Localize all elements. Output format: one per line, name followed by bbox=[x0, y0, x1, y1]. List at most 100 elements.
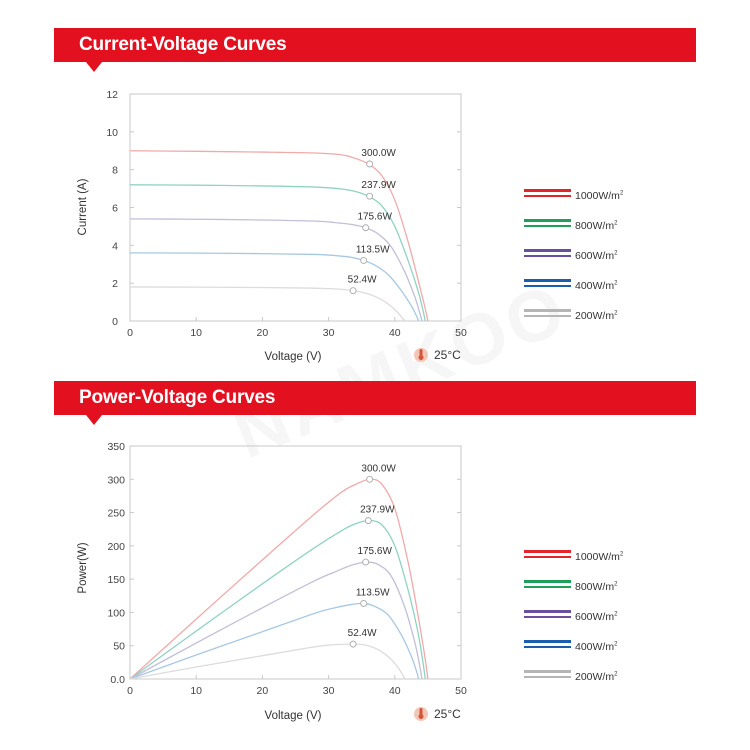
series-line bbox=[129, 602, 420, 680]
legend-item: 800W/m2 bbox=[524, 580, 654, 610]
y-tick-label: 350 bbox=[107, 441, 125, 453]
iv-legend: 1000W/m2 800W/m2 600W/m2 400W/m2 200W/m2 bbox=[524, 189, 654, 339]
legend-item: 200W/m2 bbox=[524, 309, 654, 339]
max-power-label: 113.5W bbox=[356, 587, 390, 598]
y-tick-label: 4 bbox=[112, 240, 118, 252]
max-power-point bbox=[360, 599, 368, 607]
legend-swatch bbox=[524, 610, 571, 621]
max-power-point bbox=[362, 224, 370, 232]
legend-label: 800W/m2 bbox=[575, 581, 618, 593]
legend-label: 400W/m2 bbox=[575, 280, 618, 292]
y-tick-label: 2 bbox=[112, 278, 118, 290]
max-power-point bbox=[349, 287, 357, 295]
max-power-label: 52.4W bbox=[348, 275, 377, 286]
x-tick-label: 20 bbox=[257, 685, 269, 697]
max-power-label: 175.6W bbox=[357, 212, 392, 223]
temperature-label: 25°C bbox=[434, 348, 461, 362]
legend-label: 1000W/m2 bbox=[575, 190, 624, 202]
legend-label: 600W/m2 bbox=[575, 250, 618, 262]
y-tick-label: 8 bbox=[112, 165, 118, 177]
max-power-point bbox=[366, 192, 374, 200]
legend-swatch bbox=[524, 580, 571, 591]
legend-item: 200W/m2 bbox=[524, 670, 654, 700]
legend-swatch bbox=[524, 279, 571, 290]
legend-item: 1000W/m2 bbox=[524, 189, 654, 219]
y-tick-label: 0.0 bbox=[110, 674, 125, 686]
section-banner-pv: Power-Voltage Curves bbox=[54, 381, 696, 425]
legend-label: 600W/m2 bbox=[575, 611, 618, 623]
legend-item: 600W/m2 bbox=[524, 249, 654, 279]
series-line bbox=[129, 218, 423, 322]
section-banner-iv: Current-Voltage Curves bbox=[54, 28, 696, 72]
max-power-point bbox=[362, 558, 370, 566]
legend-item: 400W/m2 bbox=[524, 279, 654, 309]
max-power-point bbox=[360, 257, 368, 264]
x-axis-label: Voltage (V) bbox=[265, 710, 322, 722]
y-tick-label: 6 bbox=[112, 203, 118, 215]
legend-swatch bbox=[524, 670, 571, 681]
pv-chart: 0.0 50 100 150 200 250 300 350 0 10 20 30 40 50 Power(… bbox=[77, 441, 467, 722]
section-title-pv: Power-Voltage Curves bbox=[79, 387, 276, 408]
legend-label: 1000W/m2 bbox=[575, 551, 624, 563]
legend-label: 200W/m2 bbox=[575, 310, 618, 322]
temperature-label: 25°C bbox=[434, 707, 461, 721]
series-line bbox=[129, 150, 429, 322]
pv-legend: 1000W/m2 800W/m2 600W/m2 400W/m2 200W/m2 bbox=[524, 550, 654, 700]
series-line bbox=[129, 561, 423, 680]
legend-item: 600W/m2 bbox=[524, 610, 654, 640]
y-tick-label: 100 bbox=[107, 607, 125, 619]
max-power-point bbox=[349, 640, 357, 648]
legend-label: 200W/m2 bbox=[575, 671, 618, 683]
x-tick-label: 50 bbox=[455, 685, 467, 697]
max-power-label: 237.9W bbox=[361, 180, 396, 191]
x-tick-label: 40 bbox=[389, 327, 401, 339]
legend-swatch bbox=[524, 219, 571, 230]
legend-swatch bbox=[524, 550, 571, 561]
x-tick-label: 10 bbox=[190, 685, 202, 697]
y-axis-label: Current (A) bbox=[77, 178, 89, 235]
y-tick-label: 250 bbox=[107, 508, 125, 520]
max-power-point bbox=[364, 517, 372, 525]
max-power-label: 300.0W bbox=[361, 148, 396, 159]
x-tick-label: 30 bbox=[323, 327, 335, 339]
iv-chart: 0 2 4 6 8 10 12 0 10 20 30 40 50 Current (A) Voltage (… bbox=[77, 89, 467, 363]
legend-label: 800W/m2 bbox=[575, 220, 618, 232]
max-power-point bbox=[366, 160, 374, 168]
legend-item: 800W/m2 bbox=[524, 219, 654, 249]
x-tick-label: 20 bbox=[257, 327, 269, 339]
legend-item: 1000W/m2 bbox=[524, 550, 654, 580]
y-tick-label: 150 bbox=[107, 574, 125, 586]
banner-notch bbox=[86, 415, 102, 425]
section-title-iv: Current-Voltage Curves bbox=[79, 34, 287, 55]
y-tick-label: 300 bbox=[107, 474, 125, 486]
thermometer-icon bbox=[414, 707, 428, 721]
x-tick-label: 0 bbox=[127, 327, 133, 339]
banner-notch bbox=[86, 62, 102, 72]
y-tick-label: 12 bbox=[106, 89, 118, 101]
x-tick-label: 30 bbox=[323, 685, 335, 697]
legend-swatch bbox=[524, 189, 571, 200]
x-axis-label: Voltage (V) bbox=[265, 351, 322, 363]
legend-label: 400W/m2 bbox=[575, 641, 618, 653]
legend-swatch bbox=[524, 249, 571, 260]
max-power-label: 52.4W bbox=[348, 628, 377, 639]
max-power-label: 113.5W bbox=[356, 244, 390, 255]
y-tick-label: 0 bbox=[112, 316, 118, 328]
max-power-point bbox=[366, 475, 374, 483]
max-power-label: 237.9W bbox=[360, 505, 395, 516]
x-tick-label: 50 bbox=[455, 327, 467, 339]
x-tick-label: 40 bbox=[389, 685, 401, 697]
max-power-label: 300.0W bbox=[361, 463, 396, 474]
series-line bbox=[129, 286, 406, 322]
plot-frame bbox=[129, 445, 462, 680]
max-power-label: 175.6W bbox=[357, 546, 392, 557]
y-axis-label: Power(W) bbox=[77, 542, 89, 593]
y-tick-label: 50 bbox=[113, 641, 125, 653]
legend-item: 400W/m2 bbox=[524, 640, 654, 670]
x-tick-label: 10 bbox=[190, 327, 202, 339]
x-tick-label: 0 bbox=[127, 685, 133, 697]
y-tick-label: 200 bbox=[107, 541, 125, 553]
legend-swatch bbox=[524, 309, 571, 320]
y-tick-label: 10 bbox=[106, 127, 118, 139]
legend-swatch bbox=[524, 640, 571, 651]
